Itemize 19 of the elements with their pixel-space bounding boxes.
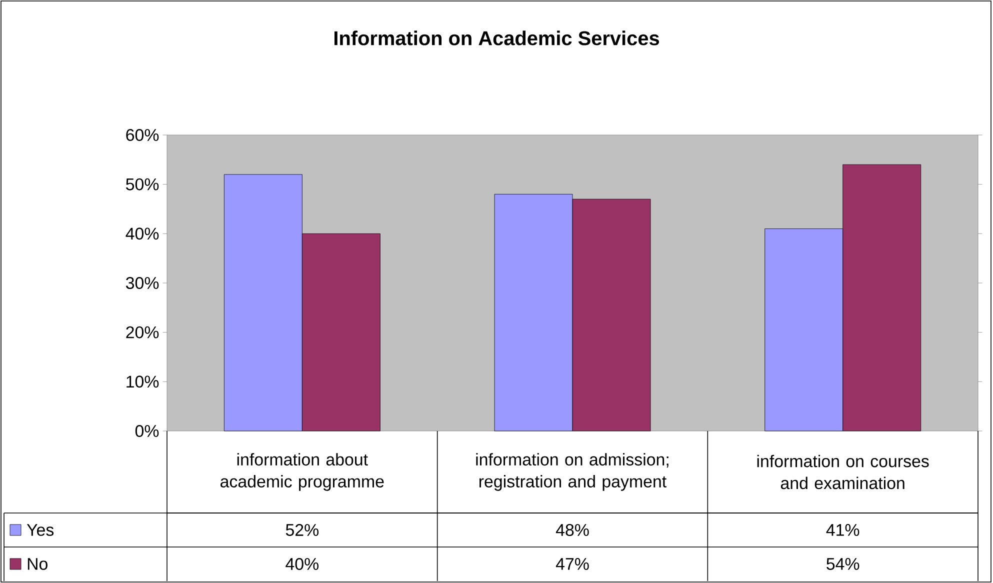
y-tick-label: 0% <box>135 424 159 437</box>
x-tick-label: information on courses and examination <box>757 454 929 490</box>
data-label: 41% <box>826 524 860 536</box>
data-label: 40% <box>286 558 319 570</box>
chart-title: Information on Academic Services <box>334 30 659 46</box>
y-tick-label: 50% <box>126 178 159 190</box>
y-tick-label: 40% <box>126 228 159 240</box>
legend-label: No <box>28 558 48 570</box>
x-tick-label: information about academic programme <box>220 453 384 491</box>
y-tick-label: 10% <box>126 376 159 388</box>
data-label: 54% <box>826 558 860 570</box>
y-tick-label: 20% <box>126 326 159 338</box>
legend-label: Yes <box>26 524 54 536</box>
y-tick-label: 30% <box>126 276 159 289</box>
data-label: 47% <box>556 558 589 570</box>
data-label: 48% <box>556 524 589 536</box>
x-tick-label: information on admission; registration and payment <box>476 453 668 491</box>
data-label: 52% <box>286 524 319 536</box>
y-tick-label: 60% <box>126 128 159 141</box>
